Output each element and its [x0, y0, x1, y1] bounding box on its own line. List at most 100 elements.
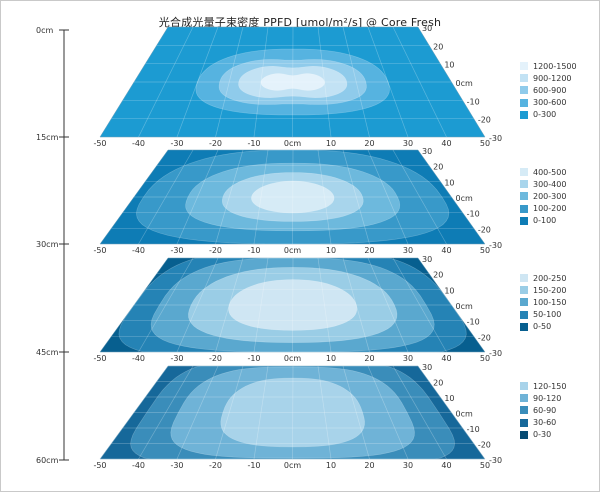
- x-tick-label: -20: [209, 461, 222, 470]
- legend-item: 600-900: [520, 84, 577, 96]
- legend-swatch: [520, 192, 528, 201]
- legend-swatch: [520, 86, 528, 95]
- legend-swatch: [520, 204, 528, 213]
- x-tick-label: 30: [403, 246, 413, 255]
- grid-line: [176, 26, 219, 138]
- legend-label: 0-50: [533, 322, 552, 332]
- legend-swatch: [520, 110, 528, 119]
- legend-label: 100-200: [533, 204, 567, 214]
- legend-item: 60-90: [520, 404, 566, 416]
- legend-item: 200-250: [520, 272, 566, 284]
- legend-swatch: [520, 286, 528, 295]
- x-tick-label: -30: [170, 354, 183, 363]
- grid-line: [176, 365, 219, 460]
- legend-item: 0-100: [520, 215, 566, 227]
- x-tick-label: 0cm: [284, 461, 301, 470]
- depth-axis-label: 60cm: [36, 456, 59, 465]
- legend-item: 300-400: [520, 178, 566, 190]
- x-tick-label: 30: [403, 354, 413, 363]
- legend-swatch: [520, 430, 528, 439]
- x-tick-label: 20: [364, 354, 374, 363]
- x-tick-label: 20: [364, 461, 374, 470]
- legend-15cm: 400-500 300-400 200-300 100-200 0-100: [520, 166, 566, 227]
- grid-line: [253, 257, 269, 353]
- grid-line: [292, 26, 294, 138]
- grid-line: [99, 149, 169, 245]
- grid-line: [138, 365, 194, 460]
- grid-line: [392, 26, 447, 138]
- y-tick-label: -10: [467, 97, 480, 106]
- legend-label: 1200-1500: [533, 61, 577, 71]
- grid-line: [317, 26, 332, 138]
- x-tick-label: 0cm: [284, 246, 301, 255]
- legend-item: 200-300: [520, 190, 566, 202]
- legend-item: 50-100: [520, 309, 566, 321]
- x-tick-label: 20: [364, 139, 374, 148]
- x-tick-label: 10: [326, 461, 336, 470]
- grid-line: [342, 257, 370, 353]
- legend-item: 120-150: [520, 380, 566, 392]
- legend-label: 120-150: [533, 381, 567, 391]
- legend-label: 400-500: [533, 167, 567, 177]
- grid-line: [342, 149, 370, 245]
- x-tick-label: -30: [170, 246, 183, 255]
- legend-item: 30-60: [520, 417, 566, 429]
- grid-line: [367, 365, 409, 460]
- legend-label: 300-600: [533, 98, 567, 108]
- x-tick-label: 0cm: [284, 139, 301, 148]
- x-tick-label: -10: [247, 246, 260, 255]
- grid-line: [99, 365, 169, 460]
- grid-line: [215, 26, 244, 138]
- grid-line: [253, 26, 269, 138]
- legend-swatch: [520, 322, 528, 331]
- grid-line: [176, 149, 219, 245]
- grid-line: [292, 149, 294, 245]
- x-tick-label: 50: [480, 354, 490, 363]
- x-tick-label: -50: [93, 246, 106, 255]
- legend-label: 60-90: [533, 405, 557, 415]
- legend-swatch: [520, 216, 528, 225]
- grid-line: [253, 149, 269, 245]
- legend-label: 600-900: [533, 85, 567, 95]
- y-tick-label: -20: [478, 333, 491, 342]
- grid-line: [417, 257, 486, 353]
- x-tick-label: -40: [132, 139, 145, 148]
- grid-line: [392, 257, 447, 353]
- legend-swatch: [520, 406, 528, 415]
- grid-line: [99, 26, 169, 138]
- grid-line: [417, 149, 486, 245]
- grid-line: [292, 257, 294, 353]
- y-tick-label: 20: [433, 163, 443, 172]
- grid-line: [392, 149, 447, 245]
- legend-item: 1200-1500: [520, 60, 577, 72]
- x-tick-label: -50: [93, 461, 106, 470]
- y-tick-label: 20: [433, 379, 443, 388]
- y-tick-label: 10: [444, 61, 454, 70]
- legend-label: 0-100: [533, 216, 557, 226]
- legend-item: 100-200: [520, 203, 566, 215]
- y-tick-label: -10: [467, 210, 480, 219]
- grid-line: [215, 149, 244, 245]
- legend-label: 0-30: [533, 430, 552, 440]
- legend-item: 900-1200: [520, 72, 577, 84]
- x-tick-label: 40: [441, 139, 451, 148]
- x-tick-label: 10: [326, 354, 336, 363]
- grid-line: [367, 26, 409, 138]
- grid-line: [176, 257, 219, 353]
- contour-region: [260, 73, 325, 91]
- y-tick-label: 0cm: [456, 79, 473, 88]
- y-tick-label: 30: [422, 363, 432, 372]
- legend-swatch: [520, 310, 528, 319]
- y-tick-label: 20: [433, 271, 443, 280]
- x-tick-label: -10: [247, 354, 260, 363]
- grid-line: [367, 149, 409, 245]
- legend-item: 300-600: [520, 97, 577, 109]
- legend-item: 0-30: [520, 429, 566, 441]
- legend-item: 90-120: [520, 392, 566, 404]
- x-tick-label: -20: [209, 139, 222, 148]
- y-tick-label: 30: [422, 255, 432, 264]
- x-tick-label: -40: [132, 246, 145, 255]
- y-tick-label: 0cm: [456, 302, 473, 311]
- x-tick-label: -30: [170, 461, 183, 470]
